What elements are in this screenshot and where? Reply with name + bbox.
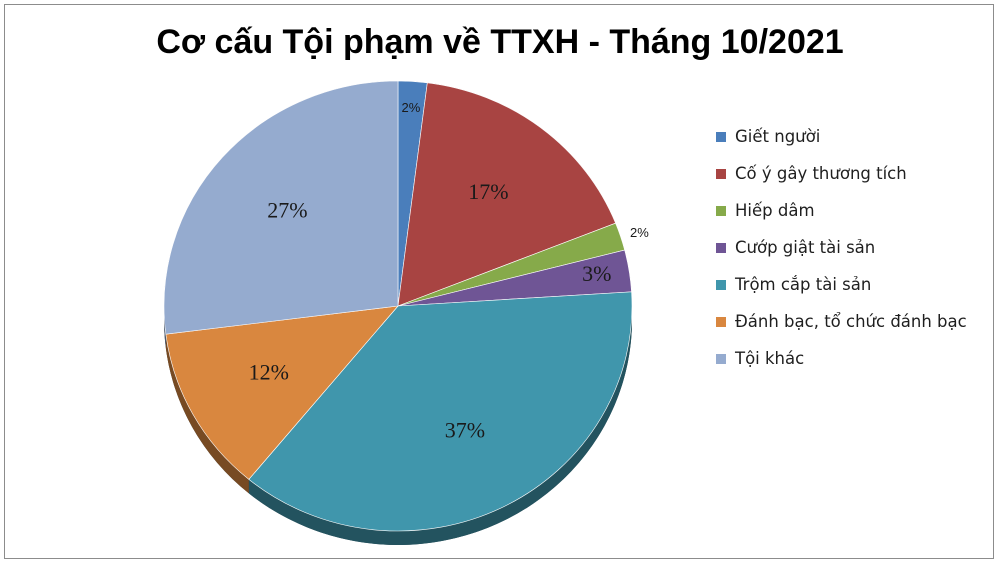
- legend-item-trom-cap-tai-san: Trộm cắp tài sản: [716, 266, 967, 303]
- chart-title: Cơ cấu Tội phạm về TTXH - Tháng 10/2021: [156, 23, 844, 61]
- legend-label: Hiếp dâm: [735, 201, 815, 220]
- legend-label: Cố ý gây thương tích: [735, 164, 907, 183]
- legend-item-co-y-gay-thuong-tich: Cố ý gây thương tích: [716, 155, 967, 192]
- legend-item-cuop-giat-tai-san: Cướp giật tài sản: [716, 229, 967, 266]
- legend-item-hiep-dam: Hiếp dâm: [716, 192, 967, 229]
- data-label-co-y-gay-thuong-tich: 17%: [468, 179, 508, 204]
- data-label-cuop-giat-tai-san: 3%: [582, 261, 611, 286]
- pie-edge-danh-bac-to-chuc-danh-bac: [165, 334, 249, 494]
- pie-slice-danh-bac-to-chuc-danh-bac: [165, 305, 399, 480]
- legend-swatch: [716, 242, 726, 253]
- data-label-toi-khac: 27%: [267, 197, 307, 222]
- legend-swatch: [716, 205, 726, 216]
- legend-swatch: [716, 316, 726, 327]
- pie-slices: [163, 80, 633, 532]
- legend: Giết người Cố ý gây thương tích Hiếp dâm Cư…: [716, 118, 967, 377]
- legend-label: Tội khác: [735, 349, 805, 368]
- data-label-giet-nguoi: 2%: [402, 100, 421, 115]
- legend-swatch: [716, 168, 726, 179]
- legend-item-danh-bac-to-chuc-danh-bac: Đánh bạc, tổ chức đánh bạc: [716, 303, 967, 340]
- legend-swatch: [716, 279, 726, 290]
- legend-swatch: [716, 131, 726, 142]
- legend-item-giet-nguoi: Giết người: [716, 118, 967, 155]
- legend-label: Giết người: [735, 127, 821, 146]
- legend-label: Trộm cắp tài sản: [735, 275, 872, 294]
- pie-data-labels: 2% 17% 2% 3% 37% 12% 27%: [249, 100, 650, 443]
- legend-label: Đánh bạc, tổ chức đánh bạc: [735, 312, 967, 331]
- pie-slice-co-y-gay-thuong-tich: [397, 82, 616, 307]
- legend-label: Cướp giật tài sản: [735, 238, 876, 257]
- pie-slice-trom-cap-tai-san: [248, 291, 633, 532]
- data-label-hiep-dam: 2%: [630, 225, 649, 240]
- legend-item-toi-khac: Tội khác: [716, 340, 967, 377]
- pie-slice-toi-khac: [163, 80, 399, 335]
- data-label-trom-cap-tai-san: 37%: [445, 417, 485, 442]
- legend-swatch: [716, 353, 726, 364]
- data-label-danh-bac-to-chuc-danh-bac: 12%: [249, 359, 289, 384]
